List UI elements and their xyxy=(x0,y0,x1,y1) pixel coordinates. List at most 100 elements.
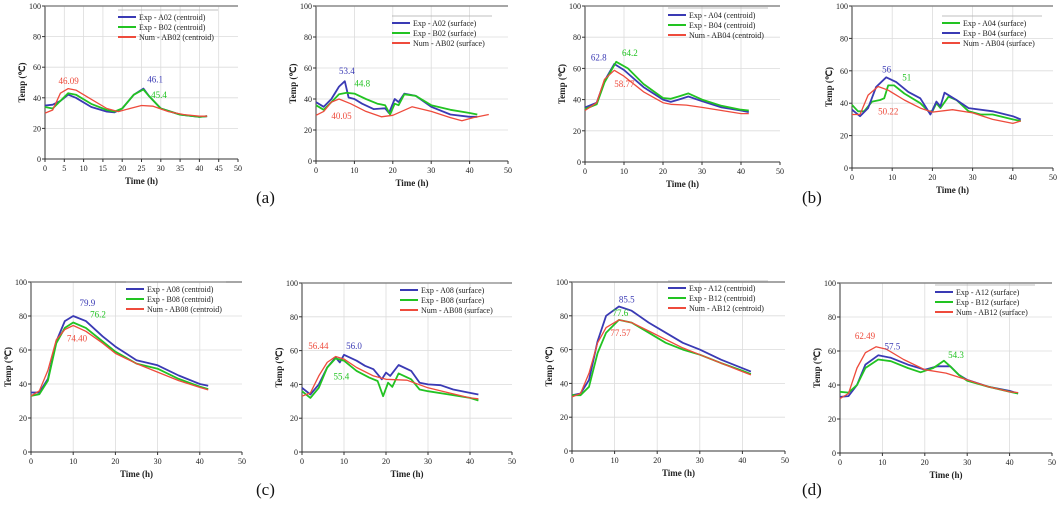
y-tick-label: 60 xyxy=(573,64,581,73)
chart-panel-6: 0 10 20 30 40 50 0 20 40 60 80 100 Time (h) Temp (℃) 5… xyxy=(274,279,516,479)
x-axis-label: Time (h) xyxy=(390,469,423,479)
y-tick-label: 0 xyxy=(844,164,848,173)
x-tick-label: 50 xyxy=(776,167,784,176)
x-tick-label: 25 xyxy=(138,164,146,173)
x-tick-label: 35 xyxy=(176,164,184,173)
y-axis-label: Temp (℃) xyxy=(274,347,284,387)
x-tick-label: 20 xyxy=(921,458,929,467)
x-tick-label: 0 xyxy=(583,167,587,176)
y-tick-label: 100 xyxy=(836,2,848,11)
data-label: 44.8 xyxy=(354,79,370,89)
y-tick-label: 0 xyxy=(832,449,836,458)
x-axis-label: Time (h) xyxy=(936,185,969,195)
series-line-red xyxy=(571,319,752,398)
y-tick-label: 60 xyxy=(290,347,298,356)
y-tick-label: 80 xyxy=(19,312,27,321)
legend-entry: Exp - A02 (centroid) xyxy=(139,13,206,22)
y-tick-label: 0 xyxy=(564,447,568,456)
x-tick-label: 0 xyxy=(29,457,33,466)
y-tick-label: 40 xyxy=(840,99,848,108)
x-tick-label: 40 xyxy=(196,457,204,466)
data-label: 62.8 xyxy=(591,53,607,63)
data-label: 64.2 xyxy=(622,48,638,58)
data-label: 77.57 xyxy=(610,328,631,338)
y-tick-label: 40 xyxy=(290,380,298,389)
x-tick-label: 20 xyxy=(111,457,119,466)
series-line-red xyxy=(839,346,1019,400)
data-label: 45.4 xyxy=(151,90,167,100)
y-tick-label: 20 xyxy=(560,413,568,422)
y-tick-label: 100 xyxy=(15,278,27,287)
x-tick-label: 10 xyxy=(80,164,88,173)
legend-entry: Exp - B08 (surface) xyxy=(421,296,485,305)
y-tick-label: 100 xyxy=(286,279,298,288)
data-label: 54.3 xyxy=(948,350,964,360)
y-axis-label: Temp (℃) xyxy=(544,346,554,386)
legend-entry: Num - AB04 (centroid) xyxy=(689,31,764,40)
y-tick-label: 80 xyxy=(573,33,581,42)
y-tick-label: 0 xyxy=(37,155,41,164)
y-tick-label: 20 xyxy=(573,127,581,136)
x-tick-label: 50 xyxy=(504,166,512,175)
y-tick-label: 40 xyxy=(33,94,41,103)
series-line-green xyxy=(30,321,209,397)
x-tick-label: 40 xyxy=(466,457,474,466)
y-tick-label: 20 xyxy=(828,415,836,424)
series-line-blue xyxy=(315,80,478,118)
x-tick-label: 5 xyxy=(62,164,66,173)
series-line-blue xyxy=(571,305,752,397)
y-axis-label: Temp (℃) xyxy=(288,63,298,103)
y-tick-label: 60 xyxy=(304,64,312,73)
x-tick-label: 30 xyxy=(969,173,977,182)
x-axis-label: Time (h) xyxy=(929,470,962,480)
series-line-red xyxy=(44,87,208,117)
x-tick-label: 30 xyxy=(698,167,706,176)
x-tick-label: 45 xyxy=(215,164,223,173)
data-label: 57.5 xyxy=(885,341,901,351)
chart-panel-4: 0 10 20 30 40 50 0 20 40 60 80 100 Time (h) Temp (℃) 5… xyxy=(824,2,1057,195)
x-tick-label: 20 xyxy=(118,164,126,173)
x-axis-label: Time (h) xyxy=(666,179,699,189)
y-tick-label: 40 xyxy=(304,95,312,104)
legend-entry: Num - AB02 (centroid) xyxy=(139,33,214,42)
x-tick-label: 50 xyxy=(508,457,516,466)
y-tick-label: 40 xyxy=(560,379,568,388)
y-tick-label: 40 xyxy=(828,381,836,390)
series-line-red xyxy=(852,85,1021,125)
legend-entry: Num - AB12 (surface) xyxy=(956,308,1028,317)
y-axis-label: Temp (℃) xyxy=(557,64,567,104)
x-tick-label: 50 xyxy=(1049,173,1057,182)
x-tick-label: 10 xyxy=(888,173,896,182)
x-tick-label: 20 xyxy=(659,167,667,176)
y-tick-label: 80 xyxy=(33,33,41,42)
y-tick-label: 0 xyxy=(294,448,298,457)
data-label: 62.49 xyxy=(855,331,876,341)
y-tick-label: 20 xyxy=(304,126,312,135)
legend-entry: Exp - A08 (surface) xyxy=(421,286,485,295)
x-tick-label: 40 xyxy=(1006,458,1014,467)
y-tick-label: 100 xyxy=(29,2,41,11)
series-line-green xyxy=(44,88,208,118)
legend-entry: Num - AB12 (centroid) xyxy=(689,304,764,313)
chart-panel-1: 0 5 10 15 20 25 30 35 40 45 50 0 20 40 60 80 100 Time (h)… xyxy=(17,2,242,186)
legend-entry: Num - AB08 (centroid) xyxy=(147,305,222,314)
data-label: 46.09 xyxy=(59,76,80,86)
x-tick-label: 0 xyxy=(850,173,854,182)
y-tick-label: 100 xyxy=(300,2,312,11)
y-axis-label: Temp (℃) xyxy=(824,67,834,107)
x-axis-label: Time (h) xyxy=(662,468,695,478)
data-label: 56.44 xyxy=(308,341,329,351)
series-line-blue xyxy=(584,63,749,113)
y-tick-label: 20 xyxy=(19,414,27,423)
y-tick-label: 60 xyxy=(33,63,41,72)
x-tick-label: 40 xyxy=(195,164,203,173)
x-tick-label: 30 xyxy=(154,457,162,466)
x-tick-label: 20 xyxy=(382,457,390,466)
data-label: 79.9 xyxy=(80,298,96,308)
x-axis-label: Time (h) xyxy=(120,469,153,479)
y-tick-label: 60 xyxy=(828,347,836,356)
y-tick-label: 60 xyxy=(19,346,27,355)
chart-panel-3: 0 10 20 30 40 50 0 20 40 60 80 100 Time (h) Temp (℃) 6… xyxy=(557,2,784,189)
y-tick-label: 60 xyxy=(560,346,568,355)
